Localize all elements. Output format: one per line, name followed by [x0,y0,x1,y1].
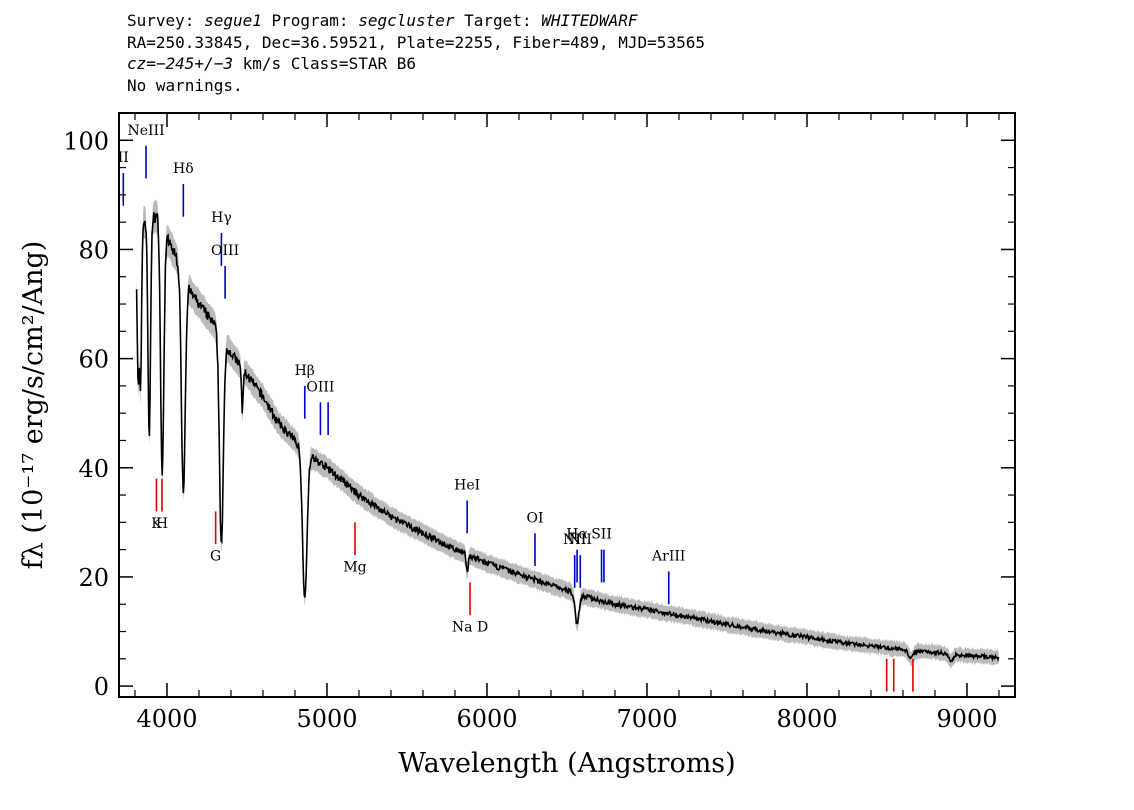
absorption-line-label: K [151,516,162,532]
class-value: km/s Class=STAR B6 [232,54,416,73]
x-tick-label: 6000 [456,705,517,733]
y-tick-label: 0 [94,673,109,701]
program-label: Program: [261,11,359,30]
error-band-layer [136,199,999,669]
spectrum-line-layer [135,212,1000,663]
absorption-line-label: G [210,549,221,565]
survey-value: segue1 [204,11,262,30]
header-line-redshift: cz=−245+/−3 km/s Class=STAR B6 [127,53,705,75]
emission-line-label: OIII [306,379,334,395]
y-tick-label: 20 [78,564,109,592]
emission-line-label: NII [563,532,586,548]
error-band [136,199,999,669]
y-axis-label: fλ (10⁻¹⁷ erg/s/cm²/Ang) [18,241,49,570]
spectrum-header: Survey: segue1 Program: segcluster Targe… [127,10,705,96]
absorption-line-label: Mg [343,559,366,575]
target-value: WHITEDWARF [541,11,638,30]
header-line-coordinates: RA=250.33845, Dec=36.59521, Plate=2255, … [127,32,705,52]
y-tick-label: 40 [78,455,109,483]
survey-label: Survey: [127,11,205,30]
y-tick-label: 60 [78,346,109,374]
x-tick-label: 9000 [936,705,997,733]
spectrum-line [135,212,1000,663]
x-tick-label: 7000 [616,705,677,733]
target-label: Target: [454,11,542,30]
emission-line-label: ArIII [651,549,685,565]
x-tick-label: 5000 [296,705,357,733]
emission-line-label: Hβ [295,363,315,379]
emission-line-label: II [118,150,129,166]
absorption-line-label: H [156,516,168,532]
emission-line-label: OI [526,510,543,526]
emission-line-label: Hα [566,527,588,543]
emission-line-label: Hγ [211,210,232,226]
plot-frame [118,112,1016,698]
program-value: segcluster [358,11,455,30]
emission-line-label: NeIII [127,123,164,139]
axes-layer: 4000 5000 6000 7000 8000 9000 0 20 40 60 80 100 [63,113,1015,733]
emission-line-label: OIII [211,243,239,259]
y-tick-label: 80 [78,236,109,264]
x-axis-label: Wavelength (Angstroms) [398,748,735,779]
x-tick-label: 4000 [136,705,197,733]
emission-line-label: HeI [454,478,480,494]
emission-line-label: Hδ [173,161,194,177]
y-tick-label: 100 [63,127,109,155]
absorption-line-label: Na D [452,620,488,636]
x-tick-label: 8000 [776,705,837,733]
header-line-survey: Survey: segue1 Program: segcluster Targe… [127,10,705,32]
header-line-warnings: No warnings. [127,75,243,95]
redshift-value: cz=−245+/−3 [127,54,233,73]
emission-line-label: NII [569,532,592,548]
emission-line-label: SII [591,527,612,543]
